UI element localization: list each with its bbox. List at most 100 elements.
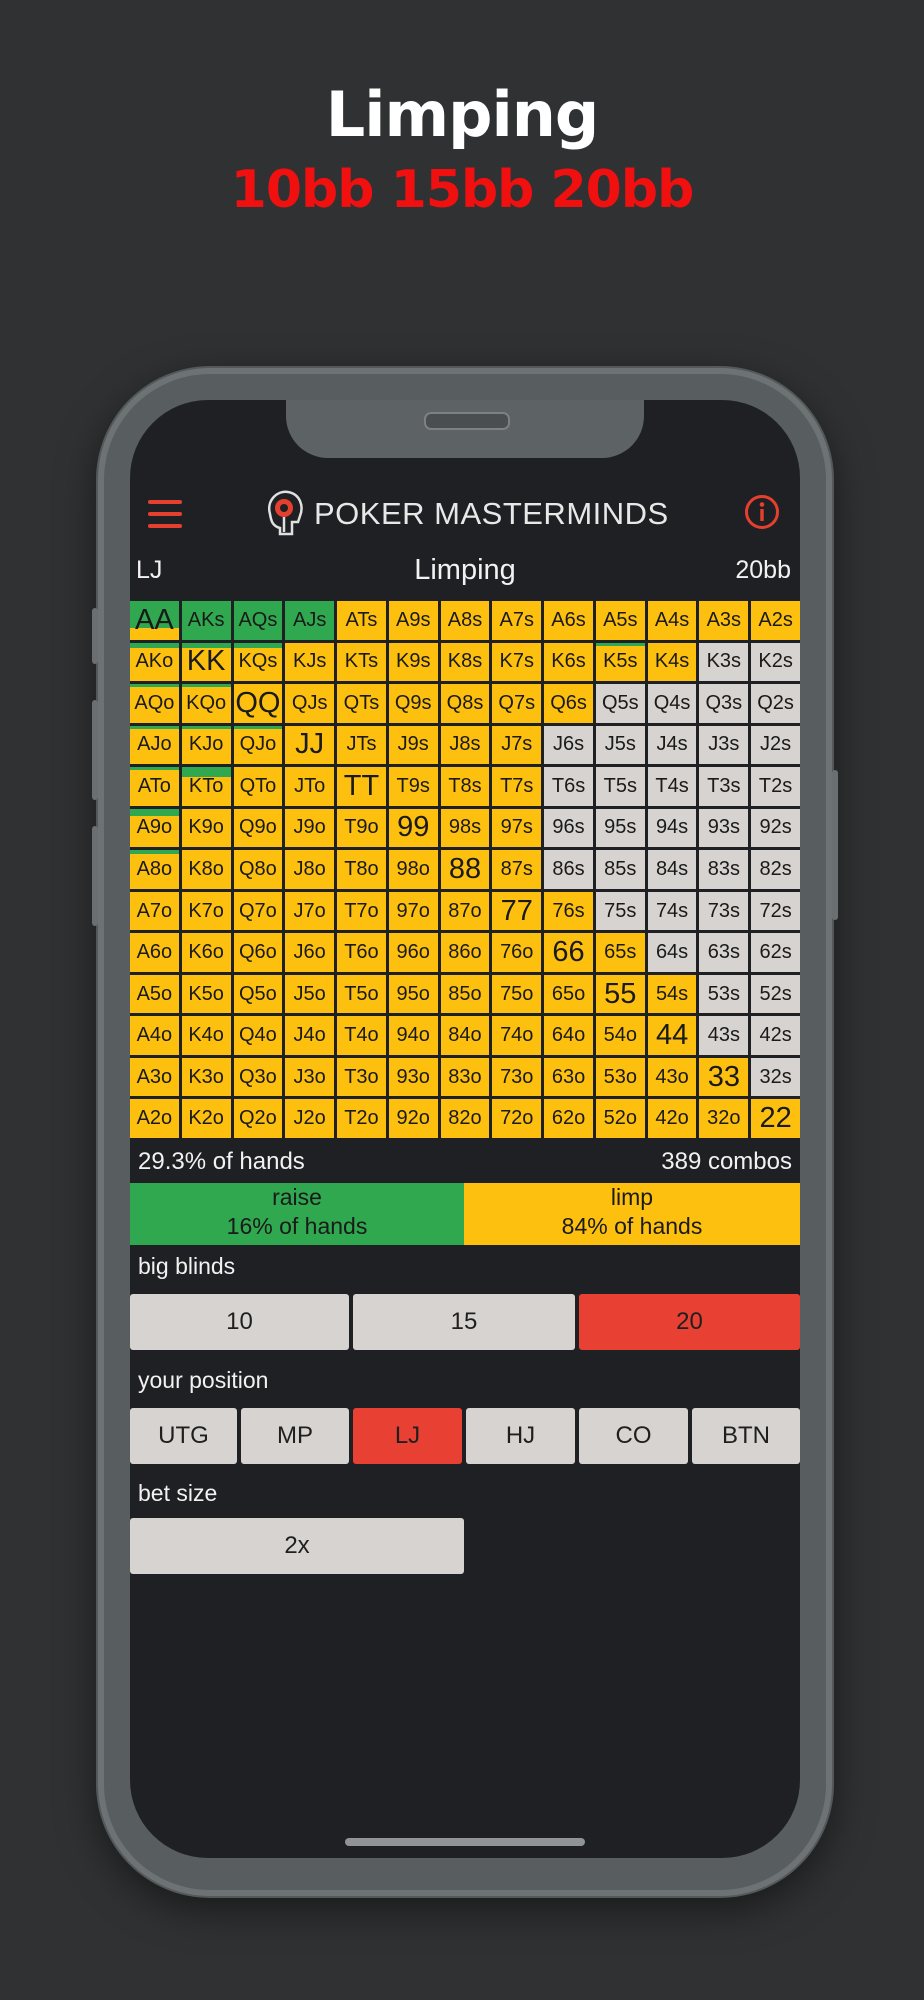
hand-cell-85s[interactable]: 85s [595,850,645,889]
position-option-utg[interactable]: UTG [130,1408,237,1464]
hand-cell-aqs[interactable]: AQs [233,601,283,640]
position-option-mp[interactable]: MP [241,1408,349,1464]
menu-icon[interactable] [148,498,182,530]
hand-cell-q6s[interactable]: Q6s [544,684,593,723]
hand-cell-j8o[interactable]: J8o [285,850,335,889]
hand-cell-t2s[interactable]: T2s [751,767,800,806]
hand-cell-52o[interactable]: 52o [595,1099,645,1138]
hand-cell-t6s[interactable]: T6s [544,767,593,806]
hand-cell-k7s[interactable]: K7s [492,642,542,682]
hand-cell-ato[interactable]: ATo [130,767,179,806]
position-option-btn[interactable]: BTN [692,1408,800,1464]
hand-cell-t5s[interactable]: T5s [595,767,645,806]
hand-cell-t4s[interactable]: T4s [647,767,697,806]
hand-cell-a5s[interactable]: A5s [595,601,645,640]
hand-cell-t7o[interactable]: T7o [337,891,386,931]
hand-cell-k4s[interactable]: K4s [647,642,697,682]
bb-option-15[interactable]: 15 [353,1294,575,1350]
hand-cell-q3o[interactable]: Q3o [233,1057,283,1097]
hand-cell-j6o[interactable]: J6o [285,933,335,972]
hand-cell-83o[interactable]: 83o [440,1057,490,1097]
hand-cell-q6o[interactable]: Q6o [233,933,283,972]
hand-cell-t2o[interactable]: T2o [337,1099,386,1138]
hand-cell-k7o[interactable]: K7o [181,891,231,931]
hand-cell-87o[interactable]: 87o [440,891,490,931]
hand-cell-j7o[interactable]: J7o [285,891,335,931]
hand-cell-kts[interactable]: KTs [337,642,386,682]
hand-cell-53s[interactable]: 53s [699,974,749,1014]
hand-cell-a2s[interactable]: A2s [751,601,800,640]
hand-cell-kqs[interactable]: KQs [233,642,283,682]
hand-cell-tt[interactable]: TT [337,767,386,806]
bb-option-10[interactable]: 10 [130,1294,349,1350]
hand-cell-a9o[interactable]: A9o [130,808,179,848]
hand-cell-t7s[interactable]: T7s [492,767,542,806]
hand-cell-84s[interactable]: 84s [647,850,697,889]
hand-cell-73s[interactable]: 73s [699,891,749,931]
hand-cell-t8s[interactable]: T8s [440,767,490,806]
hand-cell-j2s[interactable]: J2s [751,725,800,765]
hand-cell-q2s[interactable]: Q2s [751,684,800,723]
hand-cell-a6s[interactable]: A6s [544,601,593,640]
hand-cell-q4o[interactable]: Q4o [233,1016,283,1055]
hand-cell-92o[interactable]: 92o [388,1099,438,1138]
hand-cell-a4s[interactable]: A4s [647,601,697,640]
hand-cell-85o[interactable]: 85o [440,974,490,1014]
hand-cell-52s[interactable]: 52s [751,974,800,1014]
hand-cell-77[interactable]: 77 [492,891,542,931]
hand-cell-qq[interactable]: QQ [233,684,283,723]
hand-cell-a6o[interactable]: A6o [130,933,179,972]
hand-cell-42o[interactable]: 42o [647,1099,697,1138]
hand-cell-q9o[interactable]: Q9o [233,808,283,848]
position-option-hj[interactable]: HJ [466,1408,575,1464]
hand-cell-62o[interactable]: 62o [544,1099,593,1138]
hand-cell-kjo[interactable]: KJo [181,725,231,765]
hand-cell-k2o[interactable]: K2o [181,1099,231,1138]
hand-cell-k3o[interactable]: K3o [181,1057,231,1097]
hand-cell-84o[interactable]: 84o [440,1016,490,1055]
hand-cell-63o[interactable]: 63o [544,1057,593,1097]
hand-cell-33[interactable]: 33 [699,1057,749,1097]
hand-cell-k9o[interactable]: K9o [181,808,231,848]
hand-cell-j4o[interactable]: J4o [285,1016,335,1055]
hand-cell-94s[interactable]: 94s [647,808,697,848]
hand-cell-j3s[interactable]: J3s [699,725,749,765]
hand-cell-53o[interactable]: 53o [595,1057,645,1097]
hand-cell-a9s[interactable]: A9s [388,601,438,640]
hand-cell-j9s[interactable]: J9s [388,725,438,765]
hand-cell-94o[interactable]: 94o [388,1016,438,1055]
hand-cell-76o[interactable]: 76o [492,933,542,972]
hand-cell-a8s[interactable]: A8s [440,601,490,640]
hand-cell-kto[interactable]: KTo [181,767,231,806]
hand-cell-j8s[interactable]: J8s [440,725,490,765]
hand-cell-95s[interactable]: 95s [595,808,645,848]
hand-cell-76s[interactable]: 76s [544,891,593,931]
hand-cell-44[interactable]: 44 [647,1016,697,1055]
hand-cell-54o[interactable]: 54o [595,1016,645,1055]
hand-cell-82s[interactable]: 82s [751,850,800,889]
hand-cell-88[interactable]: 88 [440,850,490,889]
hand-cell-k9s[interactable]: K9s [388,642,438,682]
hand-cell-93s[interactable]: 93s [699,808,749,848]
hand-cell-j5s[interactable]: J5s [595,725,645,765]
hand-cell-96o[interactable]: 96o [388,933,438,972]
hand-cell-t4o[interactable]: T4o [337,1016,386,1055]
hand-cell-92s[interactable]: 92s [751,808,800,848]
hand-cell-q9s[interactable]: Q9s [388,684,438,723]
hand-cell-k5o[interactable]: K5o [181,974,231,1014]
hand-cell-j9o[interactable]: J9o [285,808,335,848]
hand-cell-86s[interactable]: 86s [544,850,593,889]
hand-cell-66[interactable]: 66 [544,933,593,972]
hand-cell-qts[interactable]: QTs [337,684,386,723]
hand-cell-q5s[interactable]: Q5s [595,684,645,723]
hand-cell-65o[interactable]: 65o [544,974,593,1014]
hand-cell-ajs[interactable]: AJs [285,601,335,640]
hand-cell-jj[interactable]: JJ [285,725,335,765]
hand-cell-a7s[interactable]: A7s [492,601,542,640]
hand-cell-a7o[interactable]: A7o [130,891,179,931]
hand-cell-87s[interactable]: 87s [492,850,542,889]
hand-cell-99[interactable]: 99 [388,808,438,848]
hand-cell-43o[interactable]: 43o [647,1057,697,1097]
hand-cell-74o[interactable]: 74o [492,1016,542,1055]
hand-cell-62s[interactable]: 62s [751,933,800,972]
